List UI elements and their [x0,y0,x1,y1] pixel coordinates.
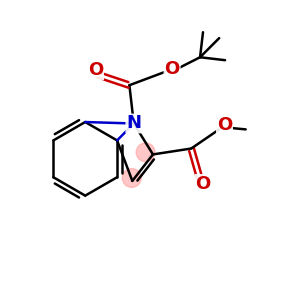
Text: O: O [164,60,180,78]
Text: N: N [126,115,141,133]
Circle shape [136,143,155,162]
Text: O: O [217,116,232,134]
Text: O: O [195,175,211,193]
Text: O: O [88,61,103,80]
Circle shape [122,169,141,188]
